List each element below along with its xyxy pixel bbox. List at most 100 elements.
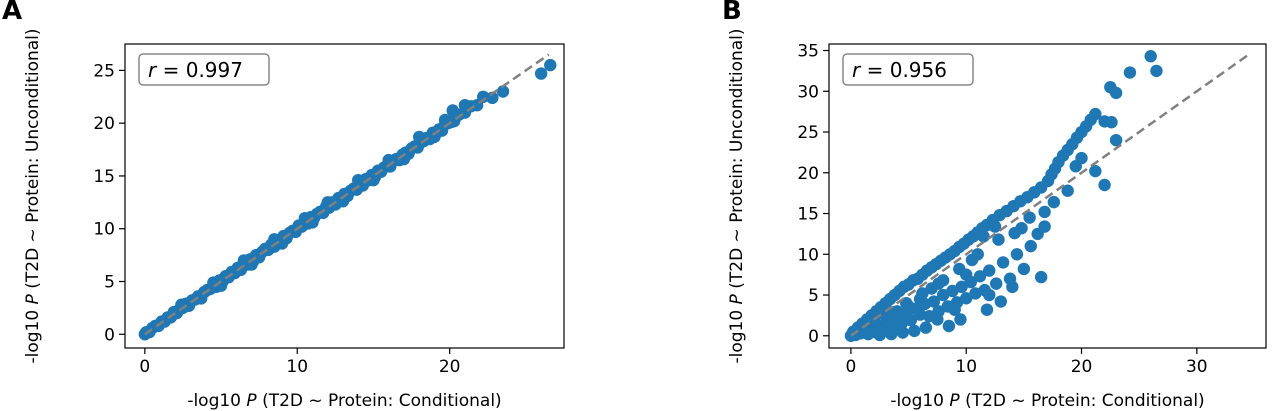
data-point <box>980 303 994 316</box>
points-layer <box>138 58 557 341</box>
data-point <box>1144 50 1157 63</box>
data-point <box>988 220 1002 233</box>
data-point <box>486 91 499 105</box>
data-point <box>977 230 990 243</box>
data-point <box>916 287 929 300</box>
y-tick-label: 15 <box>797 205 819 225</box>
data-point <box>321 196 334 209</box>
data-point <box>948 303 961 316</box>
data-point <box>942 319 956 333</box>
data-point <box>336 195 350 208</box>
y-tick-label: 25 <box>93 61 115 81</box>
data-point <box>458 99 472 112</box>
data-point <box>953 262 966 276</box>
data-point <box>989 277 1003 290</box>
data-point <box>412 130 426 144</box>
chart-panel-a: A 0 10 20 0 5 10 15 20 25 r = 0.997 -log10 P (T2D … <box>2 0 565 411</box>
data-point <box>544 58 557 72</box>
reference-line <box>144 53 550 336</box>
data-point <box>1105 116 1118 129</box>
scatter-chart-b: 0 10 20 30 0 5 10 15 20 25 30 35 r = 0.956 -log10 P (… <box>727 28 1267 411</box>
x-axis-label-prefix: -log10 <box>187 391 246 411</box>
x-axis-label-italic: P <box>246 391 257 411</box>
data-point <box>932 277 945 290</box>
correlation-eq: = <box>156 58 185 82</box>
data-point <box>1038 205 1051 219</box>
data-point <box>352 173 365 187</box>
y-tick-label: 5 <box>808 286 819 306</box>
data-point <box>428 130 441 144</box>
y-tick-label: 20 <box>93 114 115 134</box>
data-point <box>1069 160 1082 173</box>
data-point <box>971 248 984 261</box>
data-point <box>1024 239 1037 253</box>
data-point <box>908 324 921 338</box>
data-point <box>1010 248 1024 261</box>
correlation-value: 0.956 <box>890 58 947 82</box>
points-layer <box>844 50 1163 342</box>
data-point <box>1034 270 1048 284</box>
panel-label: A <box>2 0 23 26</box>
data-point <box>885 327 898 341</box>
scatter-chart-a: 0 10 20 0 5 10 15 20 25 r = 0.997 -log10 P (T2D ~ … <box>23 28 565 411</box>
data-point <box>1089 164 1102 178</box>
reference-line <box>850 53 1250 337</box>
y-tick-label: 15 <box>93 167 115 187</box>
correlation-symbol: r <box>148 58 158 82</box>
correlation-box <box>842 53 974 86</box>
y-axis-label-prefix: -log10 <box>23 304 43 363</box>
correlation-eq: = <box>860 58 889 82</box>
correlation-symbol: r <box>852 58 862 82</box>
x-axis-label-italic: P <box>949 391 960 411</box>
y-tick-label: 0 <box>104 325 115 345</box>
y-tick-label: 5 <box>104 273 115 293</box>
data-point <box>992 233 1005 246</box>
data-point <box>955 280 968 294</box>
data-point <box>446 104 459 117</box>
data-point <box>983 264 996 277</box>
data-point <box>1109 86 1123 100</box>
data-point <box>896 326 909 339</box>
x-axis-label: -log10 P (T2D ~ Protein: Conditional) <box>890 391 1204 411</box>
data-point <box>946 284 959 298</box>
plot-frame <box>828 43 1267 349</box>
y-axis-label-suffix: (T2D ~ Protein: Unconditional) <box>727 28 747 294</box>
x-axis-label-suffix: (T2D ~ Protein: Conditional) <box>960 391 1205 411</box>
y-tick-label: 20 <box>797 164 819 184</box>
data-point <box>973 270 987 283</box>
x-tick-label: 20 <box>1071 357 1093 377</box>
data-point <box>275 237 289 250</box>
x-tick-label: 0 <box>845 357 856 377</box>
data-point <box>873 328 886 342</box>
data-point <box>1150 64 1163 78</box>
y-tick-label: 0 <box>808 327 819 347</box>
data-point <box>1061 184 1074 197</box>
data-point <box>1123 66 1137 79</box>
x-tick-label: 20 <box>439 357 461 377</box>
x-tick-label: 30 <box>1186 357 1208 377</box>
x-tick-label: 10 <box>286 357 308 377</box>
y-axis-label-italic: P <box>727 293 747 304</box>
data-point <box>954 313 967 326</box>
correlation-value: 0.997 <box>186 58 243 82</box>
data-point <box>931 313 944 326</box>
data-point <box>1038 220 1051 233</box>
data-point <box>1098 178 1111 192</box>
panel-label: B <box>722 0 742 26</box>
y-axis-label: -log10 P (T2D ~ Protein: Unconditional) <box>23 28 43 363</box>
data-point <box>960 292 973 305</box>
correlation-box <box>138 53 270 86</box>
data-point <box>477 90 490 103</box>
data-point <box>994 295 1008 308</box>
data-point <box>913 308 927 321</box>
data-point <box>1017 262 1031 276</box>
y-tick-label: 35 <box>797 42 819 62</box>
data-point <box>1023 211 1036 224</box>
data-point <box>496 85 510 98</box>
correlation-text: r = 0.997 <box>148 58 243 82</box>
data-point <box>1008 226 1021 240</box>
data-point <box>927 295 941 308</box>
x-tick-label: 10 <box>955 357 977 377</box>
data-point <box>919 321 933 334</box>
data-point <box>936 288 950 302</box>
